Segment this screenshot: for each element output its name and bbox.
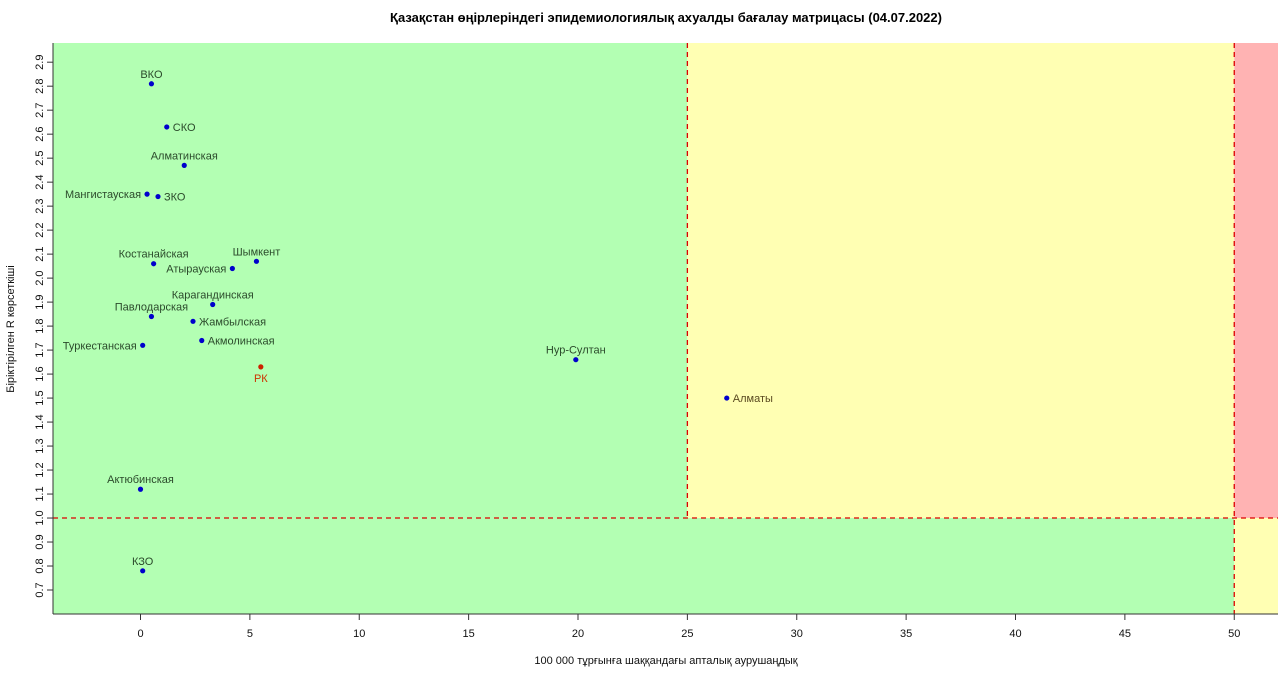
data-point bbox=[229, 265, 235, 272]
y-tick-label: 2.1 bbox=[34, 246, 46, 261]
data-point-label: Павлодарская bbox=[115, 302, 188, 314]
x-tick-label: 5 bbox=[247, 628, 253, 640]
data-point bbox=[253, 258, 260, 264]
risk-zone-4 bbox=[1234, 518, 1278, 614]
points-layer: ВКО СКО Алматинская Мангистауская ЗКО Костана… bbox=[63, 69, 773, 574]
y-tick-label: 1.1 bbox=[34, 486, 46, 501]
data-point bbox=[199, 337, 205, 344]
data-point-label: Актюбинская bbox=[107, 474, 174, 486]
y-tick-label: 1.6 bbox=[34, 366, 46, 381]
y-tick-label: 2.8 bbox=[34, 79, 46, 94]
x-tick-label: 45 bbox=[1119, 628, 1131, 640]
y-tick-label: 2.4 bbox=[34, 175, 46, 190]
x-tick-label: 40 bbox=[1009, 628, 1021, 640]
x-tick-label: 10 bbox=[353, 628, 365, 640]
data-point-label: Шымкент bbox=[233, 246, 281, 258]
y-tick-label: 1.3 bbox=[34, 438, 46, 453]
y-tick-label: 0.8 bbox=[34, 558, 46, 573]
y-tick-label: 1.4 bbox=[34, 414, 46, 429]
x-tick-label: 35 bbox=[900, 628, 912, 640]
y-axis-label: Біріктірілген R көрсеткіші bbox=[5, 265, 17, 393]
data-point bbox=[190, 318, 196, 324]
data-point bbox=[140, 342, 146, 348]
data-point-label: Акмолинская bbox=[208, 335, 275, 347]
data-point-label: ЗКО bbox=[164, 192, 186, 204]
chart-title: Қазақстан өңірлеріндегі эпидемиологиялық… bbox=[390, 10, 942, 25]
data-point bbox=[164, 124, 170, 130]
y-tick-label: 1.5 bbox=[34, 390, 46, 405]
data-point-label: Костанайская bbox=[119, 249, 189, 261]
x-tick-label: 25 bbox=[681, 628, 693, 640]
data-point bbox=[148, 81, 155, 87]
data-point bbox=[573, 357, 579, 363]
y-tick-label: 2.0 bbox=[34, 270, 46, 285]
y-tick-label: 2.9 bbox=[34, 55, 46, 70]
x-tick-label: 0 bbox=[137, 628, 143, 640]
data-point bbox=[724, 395, 730, 401]
y-tick-label: 2.2 bbox=[34, 222, 46, 237]
data-point-label: Жамбылская bbox=[199, 316, 266, 328]
x-tick-label: 50 bbox=[1228, 628, 1240, 640]
data-point bbox=[151, 261, 157, 267]
zone-layer bbox=[53, 43, 1278, 614]
data-point bbox=[144, 191, 150, 197]
data-point-label: Нур-Султан bbox=[546, 345, 606, 357]
risk-zone-3 bbox=[53, 518, 1235, 614]
data-point bbox=[210, 301, 216, 308]
x-axis-label: 100 000 тұрғынға шаққандағы апталық ауру… bbox=[534, 655, 797, 667]
y-tick-label: 2.5 bbox=[34, 151, 46, 166]
risk-zone-1 bbox=[687, 43, 1235, 519]
data-point-label: РК bbox=[254, 373, 268, 385]
data-point-label: Атырауская bbox=[166, 264, 226, 276]
risk-zone-2 bbox=[1234, 43, 1278, 519]
y-tick-label: 1.0 bbox=[34, 510, 46, 525]
data-point bbox=[181, 162, 187, 168]
y-tick-label: 1.2 bbox=[34, 462, 46, 477]
data-point-label: Карагандинская bbox=[172, 290, 254, 302]
risk-zone-0 bbox=[53, 43, 688, 519]
data-point bbox=[155, 193, 161, 200]
data-point bbox=[148, 313, 155, 320]
x-tick-label: 20 bbox=[572, 628, 584, 640]
y-tick-label: 2.7 bbox=[34, 103, 46, 118]
axes-layer: 0 5 10 15 20 25 30 35 40 45 50 0.7 0.8 0.9 1.0 1.1 1.2 1.… bbox=[34, 43, 1278, 640]
data-point-label: Алматинская bbox=[151, 150, 218, 162]
y-tick-label: 1.7 bbox=[34, 342, 46, 357]
y-tick-label: 2.3 bbox=[34, 198, 46, 213]
y-tick-label: 1.8 bbox=[34, 318, 46, 333]
data-point-label: Алматы bbox=[733, 393, 773, 405]
x-tick-label: 30 bbox=[791, 628, 803, 640]
y-tick-label: 1.9 bbox=[34, 294, 46, 309]
y-tick-label: 0.9 bbox=[34, 534, 46, 549]
data-point-label: Туркестанская bbox=[63, 340, 137, 352]
data-point bbox=[137, 486, 144, 492]
data-point-label: Мангистауская bbox=[65, 189, 141, 201]
y-tick-label: 0.7 bbox=[34, 582, 46, 597]
data-point bbox=[140, 568, 146, 574]
data-point-label: СКО bbox=[173, 122, 196, 134]
x-tick-label: 15 bbox=[463, 628, 475, 640]
data-point-label: ВКО bbox=[140, 69, 163, 81]
data-point bbox=[258, 364, 264, 370]
y-tick-label: 2.6 bbox=[34, 127, 46, 142]
threshold-layer bbox=[53, 43, 1278, 614]
data-point-label: КЗО bbox=[132, 556, 154, 568]
